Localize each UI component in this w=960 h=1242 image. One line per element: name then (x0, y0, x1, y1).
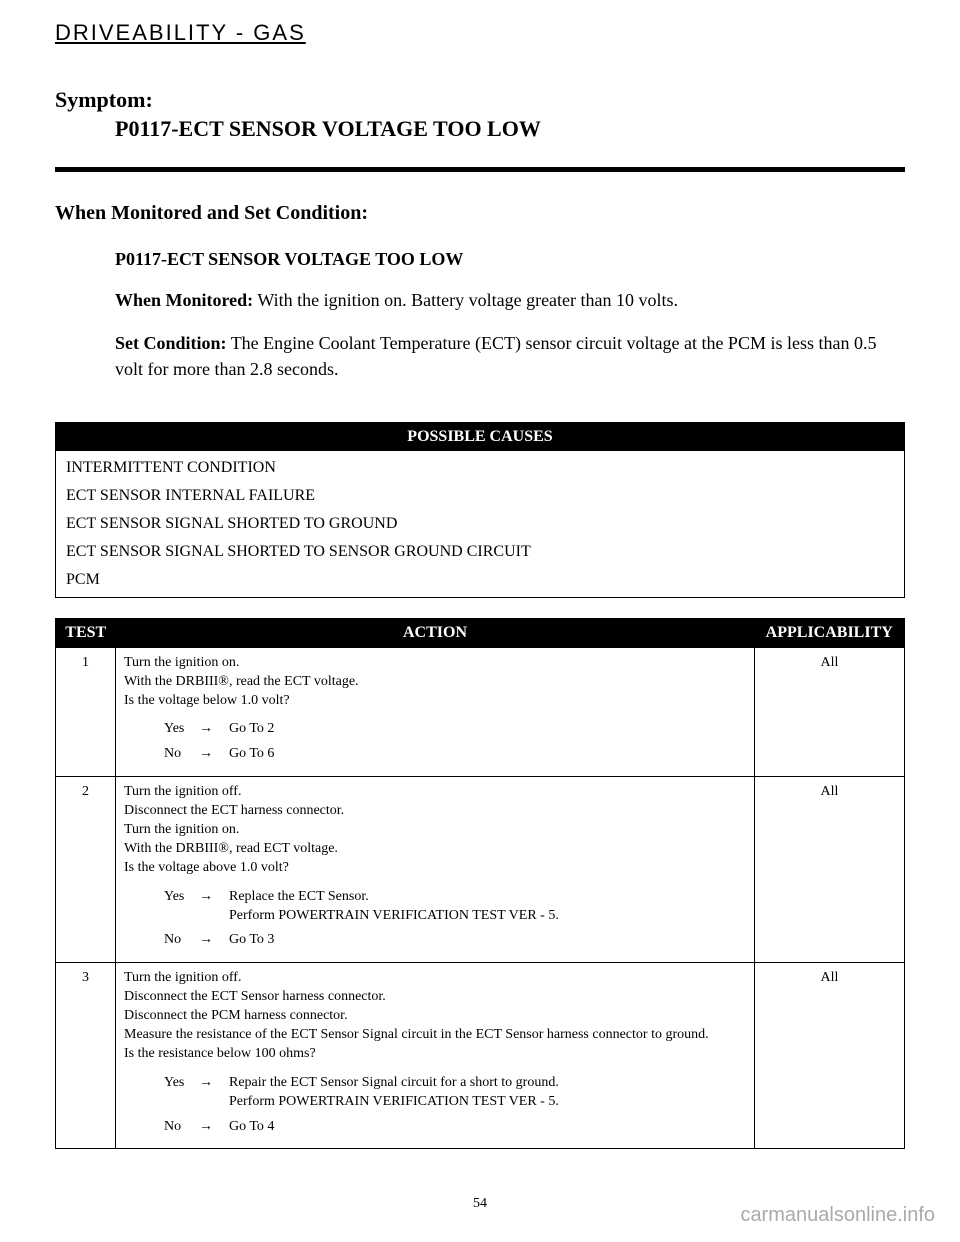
yes-label: Yes (164, 720, 199, 739)
yes-label: Yes (164, 1074, 199, 1112)
test-num: 1 (56, 647, 116, 776)
yes-action: Replace the ECT Sensor. Perform POWERTRA… (229, 888, 746, 926)
table-row: 2 Turn the ignition off. Disconnect the … (56, 777, 905, 963)
action-text: Turn the ignition on. With the DRBIII®, … (124, 654, 746, 711)
section-title: DRIVEABILITY - GAS (55, 20, 905, 46)
arrow-icon: → (199, 888, 229, 926)
test-action: Turn the ignition off. Disconnect the EC… (116, 963, 755, 1149)
col-action: ACTION (116, 618, 755, 647)
when-text: With the ignition on. Battery voltage gr… (253, 290, 678, 310)
cause-item: ECT SENSOR SIGNAL SHORTED TO GROUND (66, 515, 894, 533)
watermark: carmanualsonline.info (740, 1204, 935, 1227)
divider-rule (55, 167, 905, 172)
arrow-icon: → (199, 745, 229, 764)
test-applic: All (755, 963, 905, 1149)
arrow-icon: → (199, 931, 229, 950)
when-monitored: When Monitored: With the ignition on. Ba… (115, 288, 905, 313)
test-action: Turn the ignition off. Disconnect the EC… (116, 777, 755, 963)
test-table: TEST ACTION APPLICABILITY 1 Turn the ign… (55, 618, 905, 1150)
symptom-code: P0117-ECT SENSOR VOLTAGE TOO LOW (115, 115, 905, 144)
cause-item: ECT SENSOR INTERNAL FAILURE (66, 487, 894, 505)
test-applic: All (755, 647, 905, 776)
table-row: 3 Turn the ignition off. Disconnect the … (56, 963, 905, 1149)
arrow-icon: → (199, 720, 229, 739)
yes-action: Go To 2 (229, 720, 746, 739)
causes-header: POSSIBLE CAUSES (56, 422, 905, 451)
no-label: No (164, 1118, 199, 1137)
no-label: No (164, 931, 199, 950)
test-action: Turn the ignition on. With the DRBIII®, … (116, 647, 755, 776)
yes-label: Yes (164, 888, 199, 926)
yes-action: Repair the ECT Sensor Signal circuit for… (229, 1074, 746, 1112)
arrow-icon: → (199, 1118, 229, 1137)
set-label: Set Condition: (115, 333, 227, 353)
cause-item: PCM (66, 571, 894, 589)
no-action: Go To 6 (229, 745, 746, 764)
table-row: 1 Turn the ignition on. With the DRBIII®… (56, 647, 905, 776)
set-text: The Engine Coolant Temperature (ECT) sen… (115, 333, 876, 378)
action-text: Turn the ignition off. Disconnect the EC… (124, 783, 746, 877)
causes-list: INTERMITTENT CONDITION ECT SENSOR INTERN… (66, 459, 894, 589)
col-test: TEST (56, 618, 116, 647)
test-num: 3 (56, 963, 116, 1149)
cause-item: ECT SENSOR SIGNAL SHORTED TO SENSOR GROU… (66, 543, 894, 561)
set-condition: Set Condition: The Engine Coolant Temper… (115, 331, 905, 381)
arrow-icon: → (199, 1074, 229, 1112)
no-label: No (164, 745, 199, 764)
symptom-block: Symptom: P0117-ECT SENSOR VOLTAGE TOO LO… (55, 86, 905, 143)
code-heading: P0117-ECT SENSOR VOLTAGE TOO LOW (115, 249, 905, 270)
monitored-heading: When Monitored and Set Condition: (55, 202, 905, 225)
test-num: 2 (56, 777, 116, 963)
action-text: Turn the ignition off. Disconnect the EC… (124, 969, 746, 1063)
test-applic: All (755, 777, 905, 963)
when-label: When Monitored: (115, 290, 253, 310)
col-applic: APPLICABILITY (755, 618, 905, 647)
no-action: Go To 4 (229, 1118, 746, 1137)
causes-table: POSSIBLE CAUSES INTERMITTENT CONDITION E… (55, 422, 905, 598)
symptom-label: Symptom: (55, 86, 905, 115)
cause-item: INTERMITTENT CONDITION (66, 459, 894, 477)
no-action: Go To 3 (229, 931, 746, 950)
